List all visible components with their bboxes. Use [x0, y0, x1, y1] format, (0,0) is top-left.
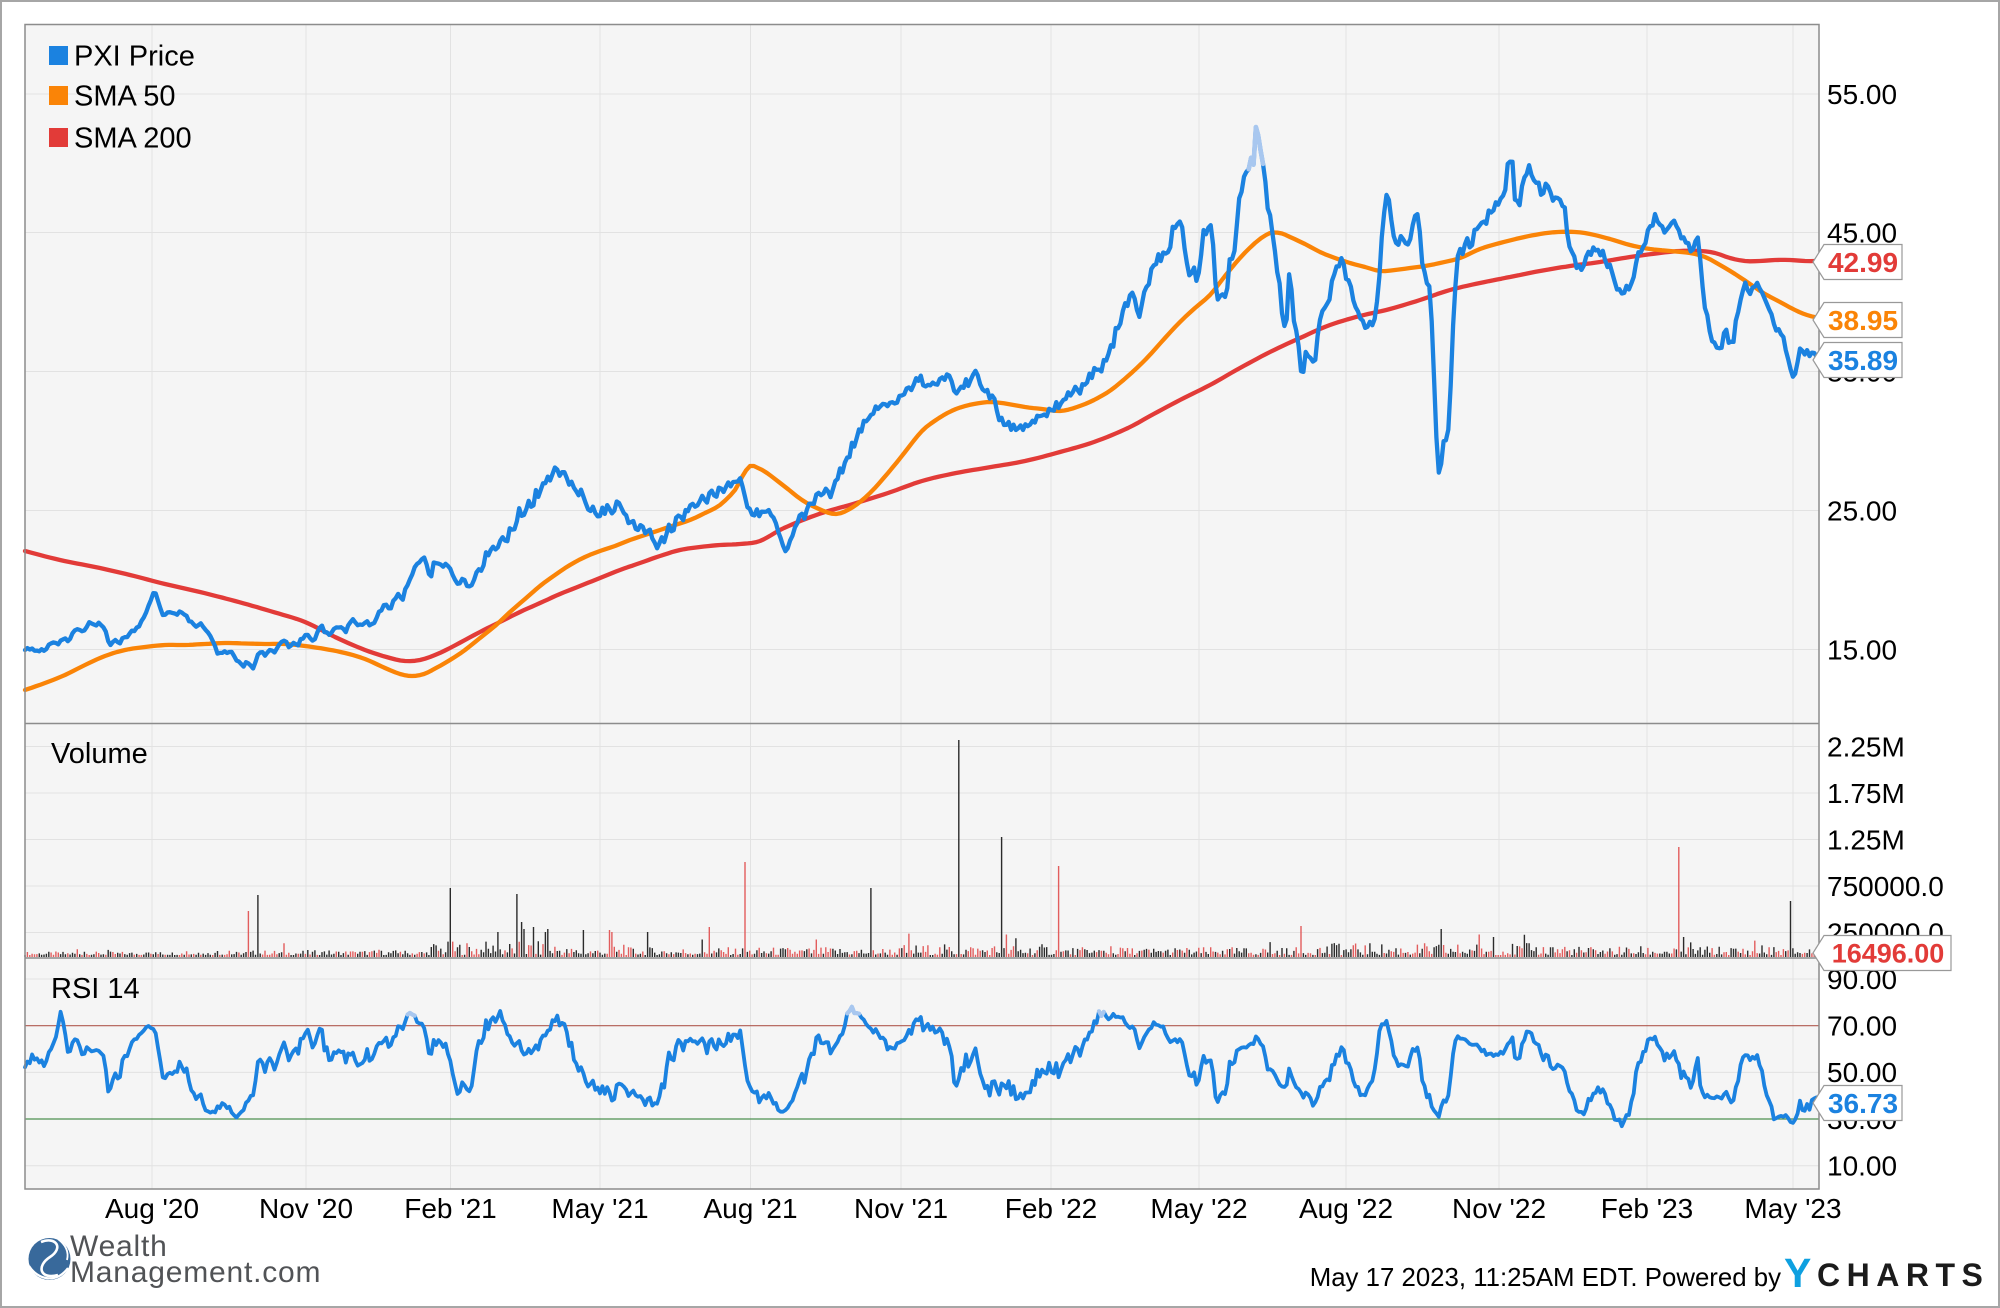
svg-text:2.25M: 2.25M	[1827, 731, 1905, 762]
svg-text:May '21: May '21	[551, 1193, 648, 1224]
svg-text:May '23: May '23	[1744, 1193, 1841, 1224]
svg-text:Nov '22: Nov '22	[1452, 1193, 1546, 1224]
svg-text:Aug '22: Aug '22	[1299, 1193, 1393, 1224]
svg-text:Aug '21: Aug '21	[703, 1193, 797, 1224]
svg-text:45.00: 45.00	[1827, 217, 1897, 248]
svg-text:Nov '21: Nov '21	[854, 1193, 948, 1224]
svg-text:PXI Price: PXI Price	[74, 41, 195, 73]
svg-text:Feb '23: Feb '23	[1601, 1193, 1694, 1224]
svg-text:1.25M: 1.25M	[1827, 824, 1905, 855]
svg-text:38.95: 38.95	[1828, 305, 1898, 336]
svg-text:42.99: 42.99	[1828, 247, 1898, 278]
svg-text:Aug '20: Aug '20	[105, 1193, 199, 1224]
svg-text:70.00: 70.00	[1827, 1011, 1897, 1042]
svg-text:Y: Y	[1784, 1250, 1811, 1296]
svg-text:RSI 14: RSI 14	[51, 973, 140, 1005]
svg-text:55.00: 55.00	[1827, 79, 1897, 110]
svg-text:Volume: Volume	[51, 738, 148, 770]
svg-text:May 17 2023, 11:25AM EDT. Powe: May 17 2023, 11:25AM EDT. Powered by	[1310, 1264, 1781, 1292]
svg-text:25.00: 25.00	[1827, 495, 1897, 526]
svg-text:35.89: 35.89	[1828, 345, 1898, 376]
svg-text:Feb '21: Feb '21	[404, 1193, 497, 1224]
svg-text:36.73: 36.73	[1828, 1088, 1898, 1119]
svg-text:50.00: 50.00	[1827, 1057, 1897, 1088]
svg-text:SMA 50: SMA 50	[74, 81, 176, 113]
svg-text:Feb '22: Feb '22	[1005, 1193, 1098, 1224]
svg-text:Management.com: Management.com	[70, 1256, 321, 1289]
svg-text:16496.00: 16496.00	[1832, 939, 1945, 969]
svg-text:CHARTS: CHARTS	[1817, 1257, 1989, 1293]
svg-text:SMA 200: SMA 200	[74, 123, 192, 155]
svg-text:10.00: 10.00	[1827, 1151, 1897, 1182]
svg-text:May '22: May '22	[1150, 1193, 1247, 1224]
svg-text:750000.0: 750000.0	[1827, 871, 1944, 902]
svg-text:Wealth: Wealth	[70, 1230, 168, 1263]
svg-text:15.00: 15.00	[1827, 634, 1897, 665]
svg-text:1.75M: 1.75M	[1827, 778, 1905, 809]
svg-text:Nov '20: Nov '20	[259, 1193, 353, 1224]
